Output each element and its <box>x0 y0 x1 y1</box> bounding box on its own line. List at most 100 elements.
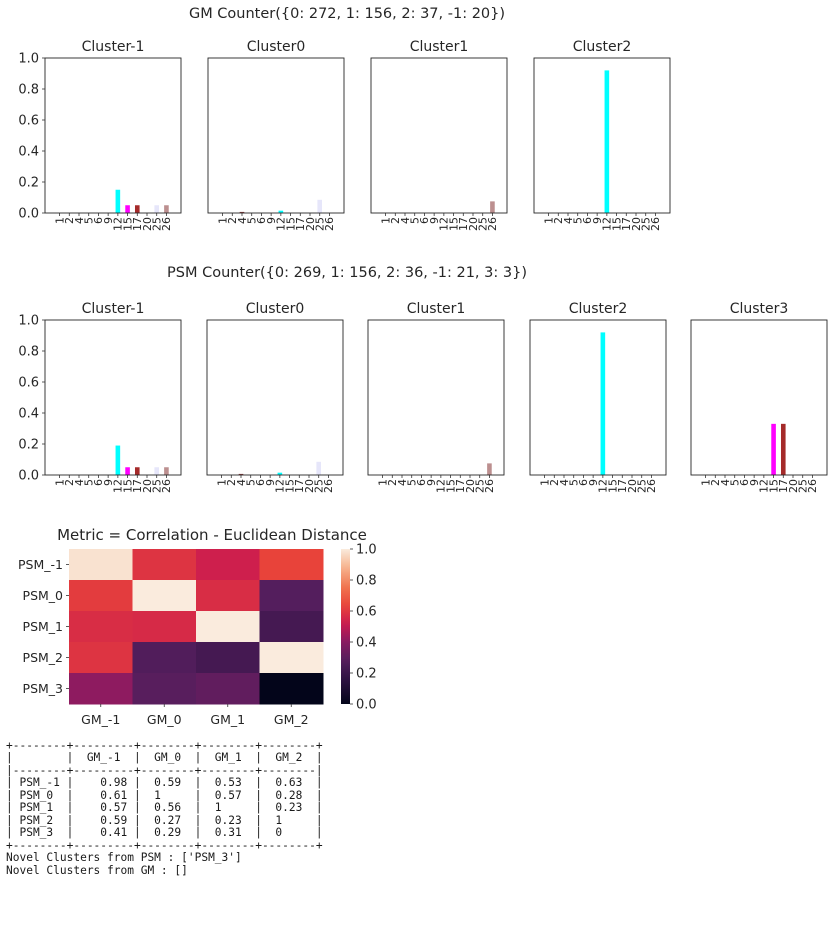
x-tick-label: 9 <box>428 217 441 224</box>
x-tick-label: 20 <box>304 217 317 231</box>
output-line: +--------+---------+--------+--------+--… <box>6 739 323 752</box>
x-tick-label: 5 <box>568 479 581 486</box>
bar-25 <box>154 467 160 475</box>
x-tick-label: 20 <box>626 479 639 493</box>
x-tick-label: 1 <box>53 217 66 224</box>
x-tick-label: 17 <box>131 217 144 231</box>
heatmap-row-label: PSM_2 <box>23 650 63 665</box>
panel-frame <box>533 57 671 214</box>
x-tick-label: 26 <box>645 479 658 493</box>
heatmap: Metric = Correlation - Euclidean Distanc… <box>18 526 377 727</box>
x-tick-label: 4 <box>399 217 412 224</box>
panel-frame <box>207 57 345 214</box>
heatmap-cell <box>69 611 133 643</box>
x-tick-label: 17 <box>294 217 307 231</box>
output-line: | PSM_3 | 0.41 | 0.29 | 0.31 | 0 | <box>6 826 323 840</box>
panel-title: Cluster1 <box>410 39 469 55</box>
bar-figure-psm: PSM Counter({0: 269, 1: 156, 2: 36, -1: … <box>18 265 828 493</box>
x-tick-label: 20 <box>141 217 154 231</box>
x-tick-label: 25 <box>313 479 326 493</box>
x-tick-label: 20 <box>467 217 480 231</box>
panel-title: Cluster-1 <box>82 39 145 55</box>
y-tick-label: 1.0 <box>18 52 39 67</box>
y-tick-label: 0.4 <box>18 407 39 422</box>
x-tick-label: 12 <box>112 217 125 231</box>
heatmap-row-label: PSM_3 <box>23 681 63 696</box>
x-tick-label: 17 <box>454 479 467 493</box>
x-tick-label: 2 <box>709 479 722 486</box>
x-tick-label: 15 <box>444 479 457 493</box>
x-tick-label: 12 <box>435 479 448 493</box>
x-tick-label: 17 <box>616 479 629 493</box>
x-tick-label: 5 <box>246 217 259 224</box>
x-tick-label: 6 <box>415 479 428 486</box>
heatmap-cell <box>132 580 197 612</box>
x-tick-label: 26 <box>160 217 173 231</box>
heatmap-cell <box>259 549 324 581</box>
bar-26 <box>487 463 492 475</box>
bar-26 <box>164 205 169 213</box>
x-tick-label: 6 <box>92 479 105 486</box>
panel-title: Cluster2 <box>569 301 628 317</box>
x-tick-label: 2 <box>63 217 76 224</box>
bar-12 <box>277 472 283 475</box>
output-line: | PSM_0 | 0.61 | 1 | 0.57 | 0.28 | <box>6 788 323 802</box>
x-tick-label: 5 <box>406 479 419 486</box>
x-tick-label: 9 <box>425 479 438 486</box>
bar-4 <box>239 211 245 213</box>
x-tick-label: 2 <box>389 217 402 224</box>
y-tick-label: 0.8 <box>18 345 39 360</box>
x-tick-label: 9 <box>265 217 278 224</box>
x-tick-label: 20 <box>630 217 643 231</box>
y-tick-label: 0.6 <box>18 114 39 129</box>
heatmap-cell <box>69 673 133 705</box>
panel-frame <box>44 319 182 476</box>
x-tick-label: 4 <box>719 479 732 486</box>
x-tick-label: 1 <box>215 479 228 486</box>
x-tick-label: 9 <box>102 217 115 224</box>
x-tick-label: 17 <box>457 217 470 231</box>
panel-title: Cluster3 <box>730 301 789 317</box>
x-tick-label: 4 <box>236 217 249 224</box>
correlation-table-output: +--------+---------+--------+--------+--… <box>6 739 323 877</box>
heatmap-col-label: GM_0 <box>147 712 182 727</box>
panel-title: Cluster1 <box>407 301 466 317</box>
bar-26 <box>490 201 495 213</box>
x-tick-label: 15 <box>121 479 134 493</box>
heatmap-col-label: GM_2 <box>274 712 309 727</box>
x-tick-label: 9 <box>264 479 277 486</box>
x-tick-label: 9 <box>591 217 604 224</box>
x-tick-label: 26 <box>486 217 499 231</box>
panel-cluster-1: Cluster-11245691215172025260.00.20.40.60… <box>18 39 182 231</box>
x-tick-label: 26 <box>322 479 335 493</box>
output-line: | PSM_-1 | 0.98 | 0.59 | 0.53 | 0.63 | <box>6 776 323 790</box>
x-tick-label: 1 <box>379 217 392 224</box>
x-tick-label: 15 <box>121 217 134 231</box>
x-tick-label: 12 <box>758 479 771 493</box>
x-tick-label: 26 <box>483 479 496 493</box>
heatmap-cell <box>259 673 324 705</box>
heatmap-cell <box>69 549 133 581</box>
heatmap-cell <box>196 673 260 705</box>
panel-frame <box>529 319 667 476</box>
panel-title: Cluster0 <box>246 301 305 317</box>
panel-frame <box>206 319 344 476</box>
x-tick-label: 15 <box>610 217 623 231</box>
output-line: +--------+---------+--------+--------+--… <box>6 838 323 852</box>
colorbar-tick-label: 0.6 <box>356 605 377 620</box>
bar-15 <box>125 467 130 475</box>
x-tick-label: 25 <box>151 479 164 493</box>
x-tick-label: 4 <box>235 479 248 486</box>
colorbar-tick-label: 0.2 <box>356 667 377 682</box>
x-tick-label: 5 <box>572 217 585 224</box>
x-tick-label: 6 <box>418 217 431 224</box>
x-tick-label: 12 <box>275 217 288 231</box>
x-tick-label: 9 <box>587 479 600 486</box>
x-tick-label: 26 <box>160 479 173 493</box>
bar-12 <box>600 332 606 475</box>
bar-4 <box>238 473 244 475</box>
